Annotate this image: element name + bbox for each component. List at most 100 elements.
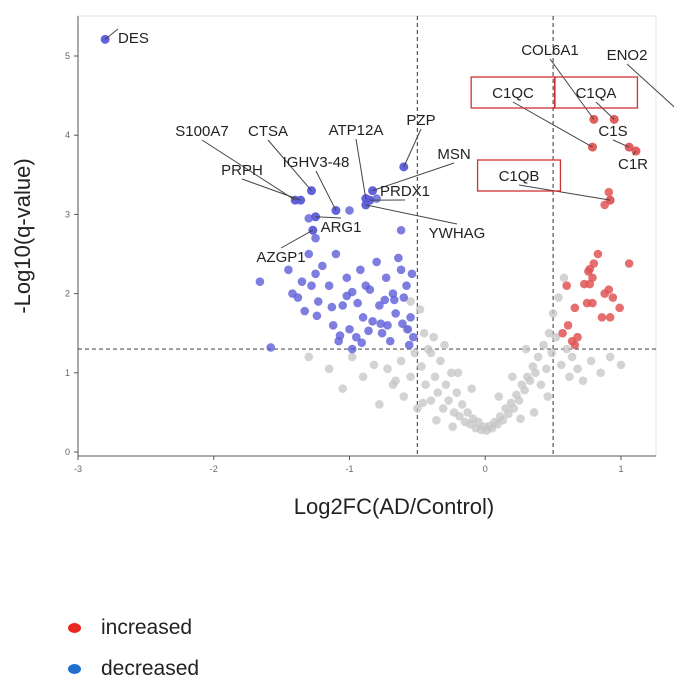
nonsignificant-point xyxy=(521,344,531,354)
highlight-box xyxy=(553,76,639,109)
increased-point xyxy=(563,320,573,330)
nonsignificant-point xyxy=(406,372,415,382)
legend-decreased: decreased xyxy=(68,657,199,681)
nonsignificant-point xyxy=(338,384,348,393)
nonsignificant-point xyxy=(578,376,588,386)
increased-point xyxy=(604,187,614,197)
decreased-point xyxy=(351,332,361,342)
nonsignificant-point xyxy=(514,396,524,405)
gene-label: COL6A1 xyxy=(521,42,579,59)
nonsignificant-point xyxy=(399,392,409,401)
nonsignificant-point xyxy=(419,328,429,338)
decreased-point xyxy=(406,313,415,322)
increased-point xyxy=(615,303,624,313)
decreased-points xyxy=(100,34,418,354)
nonsignificant-point xyxy=(426,348,436,358)
decreased-point xyxy=(372,194,381,203)
nonsignificant-point xyxy=(426,396,436,405)
nonsignificant-point xyxy=(562,344,571,354)
decreased-point xyxy=(385,336,395,346)
decreased-point xyxy=(407,269,417,279)
legend-decreased-marker xyxy=(68,664,81,674)
highlight-box xyxy=(476,159,562,192)
gene-label: C1QC xyxy=(492,85,534,102)
gene-label: ARG1 xyxy=(321,219,362,236)
nonsignificant-point xyxy=(396,356,406,366)
decreased-point xyxy=(403,324,413,334)
nonsignificant-point xyxy=(573,364,582,374)
nonsignificant-point xyxy=(391,376,400,386)
label-leader-line xyxy=(315,216,342,219)
nonsignificant-point xyxy=(605,352,615,362)
increased-point xyxy=(593,249,603,259)
increased-point xyxy=(624,259,634,268)
nonsignificant-point xyxy=(457,400,467,409)
decreased-point xyxy=(311,233,320,243)
nonsignificant-point xyxy=(516,414,525,424)
nonsignificant-point xyxy=(455,412,464,421)
decreased-point xyxy=(376,319,386,328)
nonsignificant-point xyxy=(525,376,535,386)
decreased-point xyxy=(372,257,381,267)
x-tick-label: 1 xyxy=(618,464,623,474)
decreased-point xyxy=(266,343,276,352)
x-tick-label: 0 xyxy=(483,464,488,474)
nonsignificant-point xyxy=(531,368,540,378)
nonsignificant-point xyxy=(410,348,419,358)
nonsignificant-point xyxy=(452,388,462,397)
label-leader-line xyxy=(549,58,595,120)
decreased-point xyxy=(383,320,392,330)
decreased-point xyxy=(409,332,418,342)
y-tick-label: 5 xyxy=(65,51,70,61)
nonsignificant-point xyxy=(418,398,428,408)
decreased-point xyxy=(297,277,307,287)
nonsignificant-point xyxy=(429,332,438,342)
nonsignificant-point xyxy=(556,360,566,370)
increased-point xyxy=(573,332,582,342)
label-leader-line xyxy=(315,170,337,211)
decreased-point xyxy=(312,311,322,321)
gene-label: ENO2 xyxy=(607,47,648,64)
gene-label: PRDX1 xyxy=(380,183,430,200)
y-tick-label: 1 xyxy=(65,368,70,378)
decreased-point xyxy=(300,306,310,316)
label-leader-line xyxy=(372,162,455,192)
label-leader-line xyxy=(595,101,615,120)
nonsignificant-point xyxy=(529,408,539,417)
legend-decreased-label: decreased xyxy=(101,657,200,680)
decreased-point xyxy=(304,249,314,259)
nonsignificant-point xyxy=(383,364,392,374)
nonsignificant-point xyxy=(441,380,451,389)
decreased-point xyxy=(402,281,411,290)
label-leader-line xyxy=(104,28,119,40)
nonsignificant-point xyxy=(358,372,368,382)
nonsignificant-point xyxy=(440,340,449,350)
decreased-point xyxy=(255,277,265,287)
label-leader-line xyxy=(612,139,630,148)
decreased-point xyxy=(331,249,341,259)
nonsignificant-point xyxy=(520,385,529,395)
gene-label: CTSA xyxy=(248,123,288,140)
nonsignificant-point xyxy=(548,309,558,318)
label-leader-line xyxy=(632,150,637,156)
legend-increased-marker xyxy=(68,623,81,633)
nonsignificant-point xyxy=(544,328,554,338)
decreased-point xyxy=(377,328,387,338)
decreased-point xyxy=(358,313,368,322)
nonsignificant-point xyxy=(453,368,463,378)
increased-point xyxy=(588,298,597,308)
nonsignificant-point xyxy=(417,362,426,371)
decreased-point xyxy=(396,225,406,235)
label-leader-line xyxy=(241,178,301,201)
nonsignificant-point xyxy=(596,368,605,378)
nonsignificant-point xyxy=(539,340,548,350)
nonsignificant-point xyxy=(430,372,440,382)
decreased-point xyxy=(313,297,323,306)
y-tick-label: 3 xyxy=(65,209,70,219)
decreased-point xyxy=(357,338,367,348)
label-leader-line xyxy=(403,128,422,168)
increased-point xyxy=(570,303,580,313)
nonsignificant-point xyxy=(324,364,334,374)
gene-label: C1R xyxy=(618,156,648,173)
decreased-point xyxy=(338,301,348,310)
